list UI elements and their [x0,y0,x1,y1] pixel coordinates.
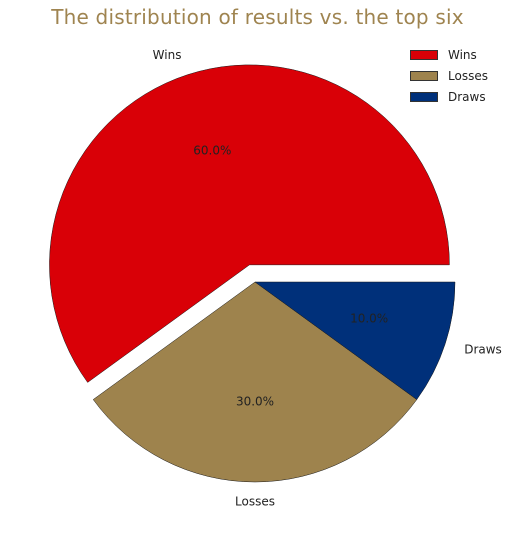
slice-percent-losses: 30.0% [236,395,274,409]
legend-label-losses: Losses [448,69,488,83]
slice-percent-wins: 60.0% [193,143,231,157]
slice-percent-draws: 10.0% [350,312,388,326]
legend-swatch-draws [410,92,438,102]
legend-swatch-losses [410,71,438,81]
slice-label-losses: Losses [235,495,275,509]
slice-label-draws: Draws [464,342,502,356]
legend-item: Draws [410,86,488,107]
slice-label-wins: Wins [153,48,182,62]
pie-slices [49,65,455,482]
legend-label-wins: Wins [448,48,477,62]
legend-swatch-wins [410,50,438,60]
legend-label-draws: Draws [448,90,486,104]
legend-item: Wins [410,44,488,65]
legend-item: Losses [410,65,488,86]
legend: Wins Losses Draws [410,44,488,107]
